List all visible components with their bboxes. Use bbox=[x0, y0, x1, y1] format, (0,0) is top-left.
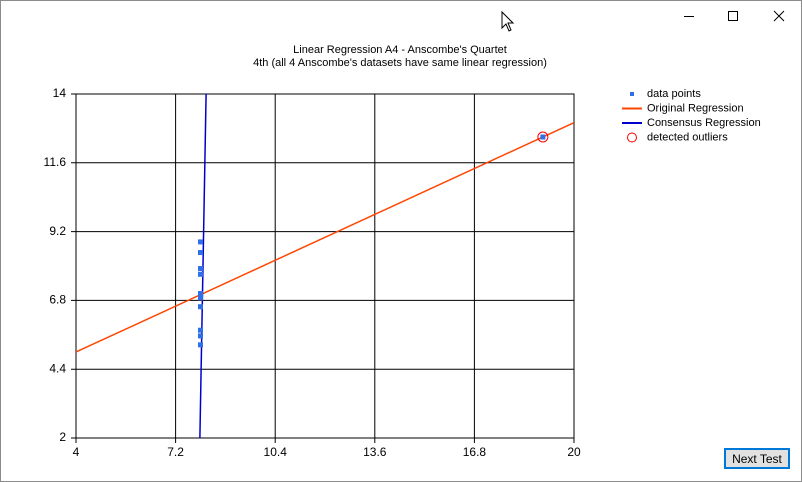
x-tick-label: 10.4 bbox=[264, 445, 288, 459]
plot-border bbox=[75, 93, 575, 439]
close-button[interactable] bbox=[773, 10, 785, 22]
data-point bbox=[198, 295, 203, 301]
legend-symbol bbox=[627, 132, 637, 143]
y-tick-label: 11.6 bbox=[44, 155, 67, 169]
maximize-button[interactable] bbox=[728, 11, 738, 21]
x-tick-label: 16.8 bbox=[463, 445, 487, 459]
x-tick-label: 20 bbox=[567, 445, 581, 459]
outlier-marker bbox=[537, 131, 549, 143]
next-test-button[interactable]: Next Test bbox=[724, 448, 790, 469]
data-point bbox=[198, 304, 203, 310]
data-point bbox=[198, 333, 203, 339]
legend-label: Original Regression bbox=[647, 102, 744, 114]
regression-line bbox=[76, 121, 574, 353]
regression-line bbox=[199, 94, 207, 438]
data-point bbox=[540, 134, 546, 140]
chart-title: Linear Regression A4 - Anscombe's Quarte… bbox=[293, 44, 507, 56]
x-tick-label: 4 bbox=[73, 445, 80, 459]
legend-label: data points bbox=[647, 88, 701, 100]
data-point bbox=[198, 342, 203, 348]
chart-subtitle: 4th (all 4 Anscombe's datasets have same… bbox=[253, 57, 547, 69]
y-tick-label: 2 bbox=[59, 430, 66, 444]
data-point bbox=[198, 266, 203, 272]
y-tick-label: 4.4 bbox=[49, 361, 66, 375]
y-tick-label: 9.2 bbox=[49, 224, 66, 238]
x-tick-label: 7.2 bbox=[167, 445, 184, 459]
legend-symbol bbox=[630, 92, 634, 96]
data-point bbox=[198, 239, 203, 245]
data-point bbox=[198, 291, 203, 297]
data-point bbox=[198, 327, 203, 333]
mouse-cursor bbox=[501, 10, 515, 32]
legend-label: Consensus Regression bbox=[647, 117, 761, 129]
x-tick-label: 13.6 bbox=[363, 445, 387, 459]
data-point bbox=[198, 271, 203, 277]
window-controls bbox=[684, 10, 785, 22]
y-tick-label: 6.8 bbox=[49, 293, 66, 307]
y-tick-label: 14 bbox=[53, 86, 67, 100]
data-point bbox=[198, 250, 203, 256]
legend-label: detected outliers bbox=[647, 131, 728, 143]
